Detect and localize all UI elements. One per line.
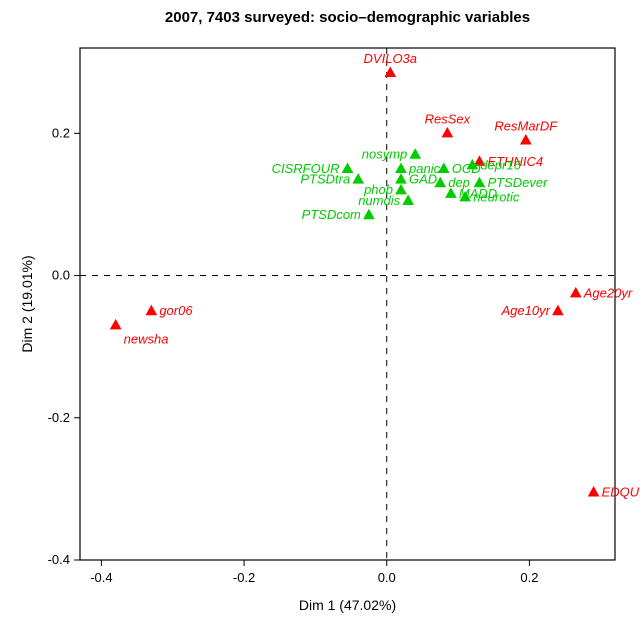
- chart-title: 2007, 7403 surveyed: socio–demographic v…: [165, 9, 530, 26]
- point-label: Age20yr: [583, 285, 633, 300]
- point-label: neurotic: [473, 189, 520, 204]
- point-label: nosymp: [362, 147, 408, 162]
- y-tick-label: 0.0: [52, 268, 70, 283]
- point-label: Age10yr: [501, 303, 551, 318]
- point-label: EDQU: [602, 484, 640, 499]
- point-label: GAD: [409, 172, 437, 187]
- point-label: ResMarDF: [494, 118, 558, 133]
- point-label: numdis: [358, 193, 400, 208]
- x-tick-label: -0.4: [90, 570, 112, 585]
- y-tick-label: -0.2: [48, 410, 70, 425]
- y-tick-label: -0.4: [48, 552, 70, 567]
- x-axis-label: Dim 1 (47.02%): [299, 597, 396, 613]
- point-label: depr16: [480, 157, 521, 172]
- scatter-chart: 2007, 7403 surveyed: socio–demographic v…: [0, 0, 640, 633]
- point-label: PTSDtra: [300, 172, 350, 187]
- point-label: PTSDcom: [302, 207, 361, 222]
- x-tick-label: 0.2: [520, 570, 538, 585]
- y-axis-label: Dim 2 (19.01%): [19, 255, 35, 352]
- point-label: newsha: [124, 331, 169, 346]
- x-tick-label: -0.2: [233, 570, 255, 585]
- y-tick-label: 0.2: [52, 125, 70, 140]
- chart-svg: 2007, 7403 surveyed: socio–demographic v…: [0, 0, 640, 633]
- point-label: gor06: [159, 303, 193, 318]
- point-label: ResSex: [425, 111, 471, 126]
- point-label: DVILO3a: [364, 51, 417, 66]
- x-tick-label: 0.0: [378, 570, 396, 585]
